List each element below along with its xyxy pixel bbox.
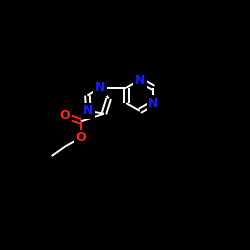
Text: O: O <box>60 109 70 122</box>
Text: O: O <box>75 131 86 144</box>
Text: N: N <box>83 104 94 117</box>
Text: N: N <box>148 97 158 110</box>
Text: N: N <box>134 74 145 86</box>
Text: N: N <box>95 81 105 94</box>
